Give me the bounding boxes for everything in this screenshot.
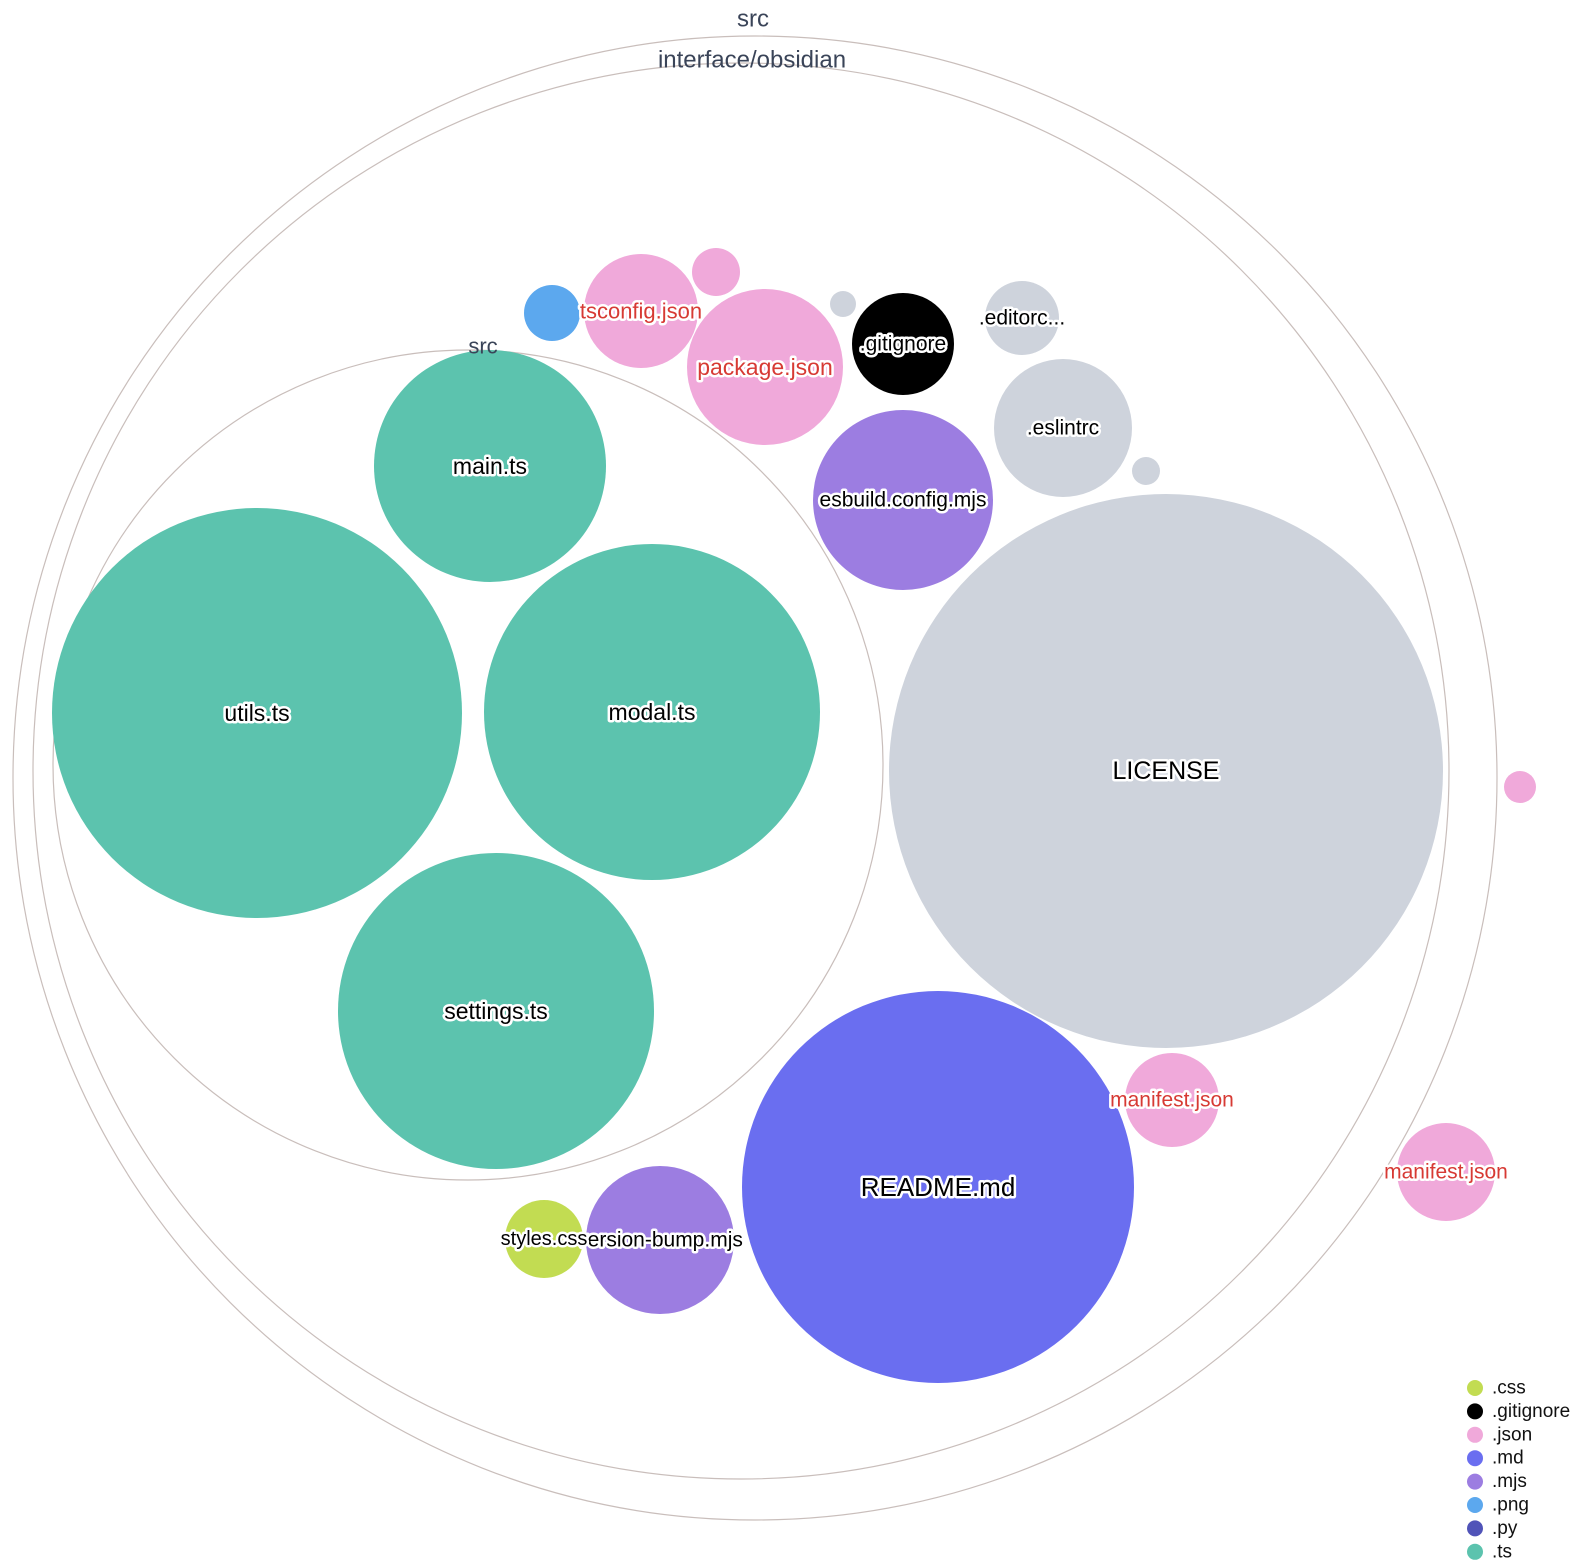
legend-label-mjs: .mjs <box>1492 1471 1527 1492</box>
file-circle-manifest-json-20 <box>1397 1123 1495 1221</box>
folder-circles-group <box>12 35 1498 1521</box>
file-label-main-ts: main.ts <box>453 453 527 479</box>
file-label-package-json: package.json <box>697 354 833 380</box>
file-label-modal-ts: modal.ts <box>609 699 696 725</box>
folder-circle-interface-obsidian-1 <box>32 62 1450 1480</box>
file-circle-styles-css-18 <box>505 1200 583 1278</box>
file-label-manifest-json: manifest.json <box>1384 1161 1508 1184</box>
file-circles-group <box>52 248 1536 1383</box>
file-circle-png-4 <box>524 285 580 341</box>
file-circle-json-19 <box>1504 771 1536 803</box>
extension-legend: .css.gitignore.json .md.mjs .png.py.ts <box>1467 1378 1570 1562</box>
file-circle-gitignore-9 <box>852 293 954 395</box>
folder-labels-group: src interface/obsidian src <box>468 6 846 359</box>
file-label-editorc: .editorc... <box>979 307 1065 330</box>
legend-dot-css <box>1467 1380 1483 1396</box>
file-circle-esbuild-config-mjs-13 <box>813 410 993 590</box>
legend-dot-md <box>1467 1450 1483 1467</box>
file-label-esbuild-config-mjs: esbuild.config.mjs <box>820 489 987 512</box>
legend-dot-gitignore <box>1467 1403 1483 1420</box>
legend-label-json: .json <box>1492 1424 1532 1445</box>
file-label-readme-md: README.md <box>861 1172 1016 1202</box>
file-label-manifest-json: manifest.json <box>1110 1089 1234 1112</box>
file-label-settings-ts: settings.ts <box>444 998 548 1024</box>
file-circle-eslintrc-11 <box>994 359 1132 497</box>
file-label-utils-ts: utils.ts <box>224 700 289 726</box>
legend-dot-py <box>1467 1520 1483 1537</box>
file-label-version-bump-mjs: version-bump.mjs <box>577 1229 743 1252</box>
file-label-gitignore: .gitignore <box>860 333 946 356</box>
file-circle-tsconfig-json-5 <box>584 254 698 368</box>
folder-label-src-2: src <box>468 334 497 359</box>
legend-label-py: .py <box>1492 1518 1518 1539</box>
legend-label-css: .css <box>1492 1378 1526 1399</box>
file-circle-version-bump-mjs-17 <box>586 1166 734 1314</box>
file-circle-manifest-json-16 <box>1125 1053 1219 1147</box>
file-circle-settings-ts-2 <box>338 853 654 1169</box>
file-circle-license-14 <box>889 494 1443 1048</box>
file-circle-package-json-7 <box>687 289 843 445</box>
file-circle-utils-ts-0 <box>52 508 462 918</box>
folder-circle-src-0 <box>12 35 1498 1521</box>
folder-label-interface-obsidian-1: interface/obsidian <box>658 47 846 74</box>
folder-label-src-0: src <box>737 6 769 33</box>
file-circle-none-8 <box>830 291 856 317</box>
legend-dot-png <box>1467 1497 1483 1513</box>
legend-label-ts: .ts <box>1492 1541 1512 1562</box>
file-label-eslintrc: .eslintrc <box>1027 417 1099 440</box>
legend-dot-json <box>1467 1426 1483 1443</box>
legend-label-gitignore: .gitignore <box>1492 1401 1570 1422</box>
file-circle-editorc-10 <box>985 281 1059 355</box>
legend-dot-ts <box>1467 1543 1483 1560</box>
file-label-styles-css: styles.css <box>501 1228 588 1250</box>
file-label-license: LICENSE <box>1113 757 1220 785</box>
file-circle-modal-ts-1 <box>484 544 820 880</box>
legend-label-png: .png <box>1492 1495 1529 1516</box>
file-labels-group: utils.ts modal.ts settings.ts main.ts tsconf… <box>222 296 1510 1254</box>
legend-label-md: .md <box>1492 1448 1524 1469</box>
folder-circle-src-2 <box>52 349 884 1181</box>
file-circle-readme-md-15 <box>742 991 1134 1383</box>
file-label-tsconfig-json: tsconfig.json <box>580 299 702 324</box>
file-circle-json-6 <box>692 248 740 296</box>
file-circle-main-ts-3 <box>374 350 606 582</box>
legend-dot-mjs <box>1467 1473 1483 1490</box>
file-circle-none-12 <box>1132 457 1160 485</box>
